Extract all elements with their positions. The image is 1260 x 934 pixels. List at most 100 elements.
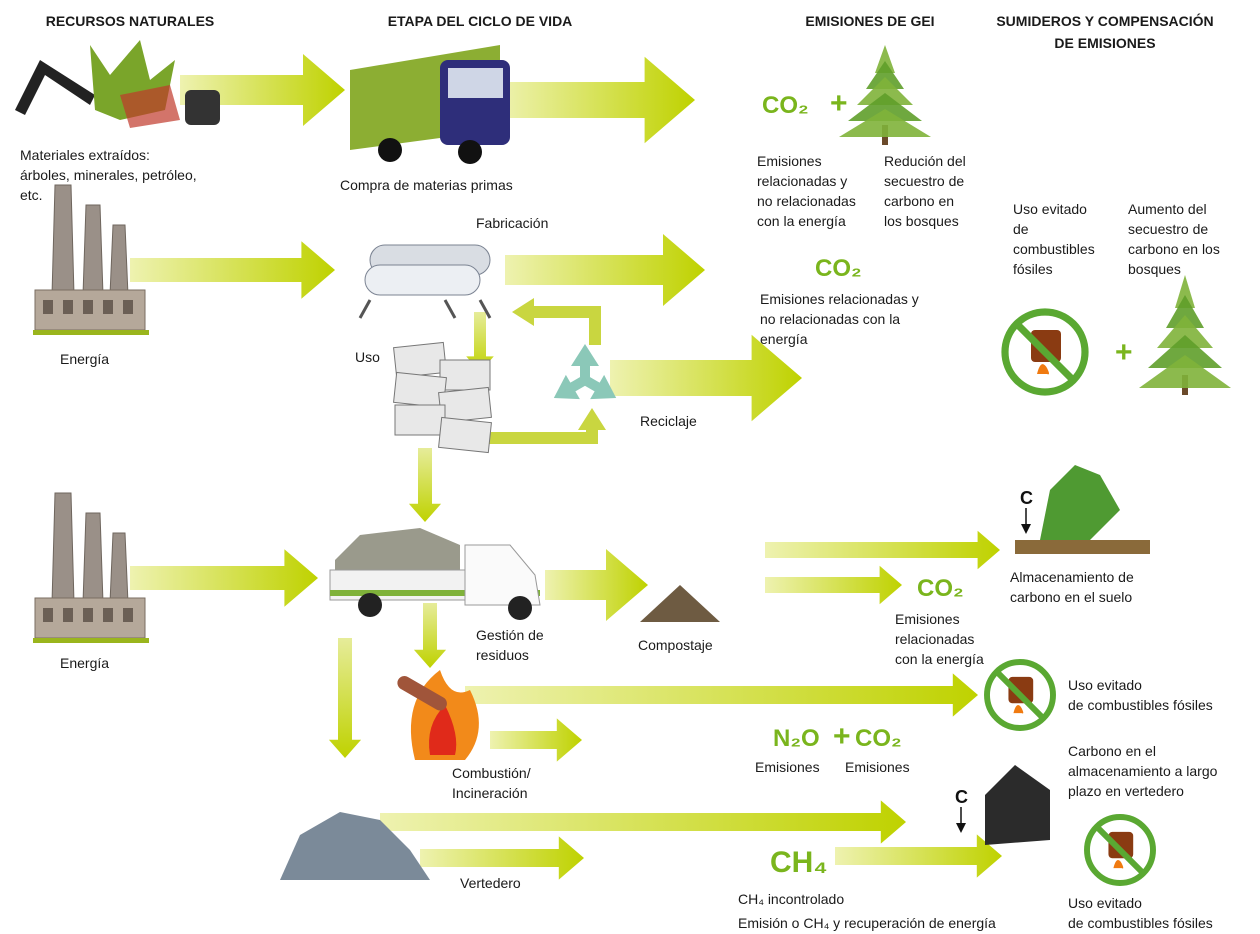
label-line: secuestro de	[1128, 221, 1208, 237]
chimney	[83, 513, 103, 603]
label-line: Reciclaje	[640, 413, 697, 429]
label-line: con la energía	[757, 213, 846, 229]
newspaper	[439, 417, 492, 452]
label-line: ETAPA DEL CICLO DE VIDA	[388, 13, 573, 29]
flow-arrow	[765, 531, 1000, 569]
formula: CO₂	[855, 725, 902, 752]
factory-window	[103, 608, 113, 622]
flow-arrow	[130, 549, 318, 607]
label-line: Materiales extraídos:	[20, 147, 150, 163]
arrows	[130, 54, 1002, 880]
soil-plant	[1040, 465, 1120, 540]
flame	[1113, 860, 1123, 868]
compost-pile	[640, 585, 720, 622]
waste-load	[335, 528, 460, 575]
label-line: Fabricación	[476, 215, 548, 231]
label-line: Carbono en el	[1068, 743, 1156, 759]
label-line: bosques	[1128, 261, 1181, 277]
wheel	[458, 140, 482, 164]
label-line: almacenamiento a largo	[1068, 763, 1218, 779]
newspaper	[394, 342, 447, 377]
icons	[15, 40, 1231, 883]
flow-arrow	[409, 448, 441, 522]
factory-window	[43, 608, 53, 622]
chimney	[110, 225, 128, 295]
carbon-arrowhead	[956, 823, 966, 833]
label-line: de	[1013, 221, 1029, 237]
label-line: Emisiones	[895, 611, 960, 627]
factory-window	[83, 300, 93, 314]
carbon-arrowhead	[1021, 524, 1031, 534]
label-line: los bosques	[884, 213, 959, 229]
formula: CO₂	[815, 255, 862, 282]
label-line: Uso evitado	[1068, 895, 1142, 911]
newspaper	[439, 387, 492, 422]
factory-window	[123, 300, 133, 314]
paper-machine-icon	[360, 245, 490, 318]
factory-window	[123, 608, 133, 622]
label-line: Vertedero	[460, 875, 521, 891]
flame	[1013, 705, 1023, 713]
formula: CH₄	[770, 846, 828, 879]
label-line: Compra de materias primas	[340, 177, 513, 193]
label-line: Combustión/	[452, 765, 531, 781]
flow-arrow	[490, 718, 582, 761]
excavator	[185, 90, 220, 125]
label-line: Emisiones	[755, 759, 820, 775]
landfill-bin	[985, 765, 1050, 845]
ground	[33, 330, 149, 335]
frame	[360, 300, 490, 318]
chimney	[52, 493, 74, 603]
plus-sign: +	[833, 720, 851, 753]
flow-arrow	[505, 234, 705, 306]
flow-arrow	[414, 603, 446, 668]
flow-arrow	[532, 312, 595, 345]
label-line: Energía	[60, 351, 109, 367]
label-line: Uso evitado	[1068, 677, 1142, 693]
flow-arrow	[610, 335, 802, 421]
label-line: Aumento del	[1128, 201, 1207, 217]
plus-sign: +	[830, 87, 848, 120]
label-line: etc.	[20, 187, 43, 203]
flow-arrow	[130, 241, 335, 299]
label-line: con la energía	[895, 651, 984, 667]
ground	[33, 638, 149, 643]
foliage	[1139, 355, 1231, 388]
formula: CO₂	[762, 92, 809, 119]
wheel	[358, 593, 382, 617]
label-line: árboles, minerales, petróleo,	[20, 167, 197, 183]
wheel	[378, 138, 402, 162]
label-line: carbono en el suelo	[1010, 589, 1132, 605]
label-line: EMISIONES DE GEI	[805, 13, 934, 29]
newspaper	[440, 360, 490, 390]
flow-arrow	[420, 836, 584, 879]
chimney	[110, 533, 128, 603]
label-line: CH₄ incontrolado	[738, 891, 844, 907]
label-line: Almacenamiento de	[1010, 569, 1134, 585]
label-line: energía	[760, 331, 808, 347]
flow-arrow	[500, 57, 695, 143]
label-line: Energía	[60, 655, 109, 671]
avoided-fuel-icon	[1005, 312, 1085, 392]
label-line: plazo en vertedero	[1068, 783, 1184, 799]
avoided-fuel-icon	[987, 662, 1053, 728]
factory-window	[83, 608, 93, 622]
factory-window	[63, 300, 73, 314]
label-line: DE EMISIONES	[1054, 35, 1155, 51]
label-line: carbono en	[884, 193, 954, 209]
label-line: relacionadas	[895, 631, 974, 647]
label-line: no relacionadas	[757, 193, 856, 209]
label-line: relacionadas y	[757, 173, 847, 189]
label-line: Emisión o CH₄ y recuperación de energía	[738, 915, 996, 931]
windshield	[448, 68, 503, 98]
label-line: Gestión de	[476, 627, 544, 643]
formula: N₂O	[773, 725, 820, 752]
label-line: Uso	[355, 349, 380, 365]
label-line: de combustibles fósiles	[1068, 915, 1213, 931]
label-line: SUMIDEROS Y COMPENSACIÓN	[996, 12, 1213, 29]
flame	[1037, 364, 1049, 374]
formula: CO₂	[917, 575, 964, 602]
tree-icon	[1139, 275, 1231, 395]
foliage	[839, 109, 931, 137]
soil	[1015, 540, 1150, 554]
